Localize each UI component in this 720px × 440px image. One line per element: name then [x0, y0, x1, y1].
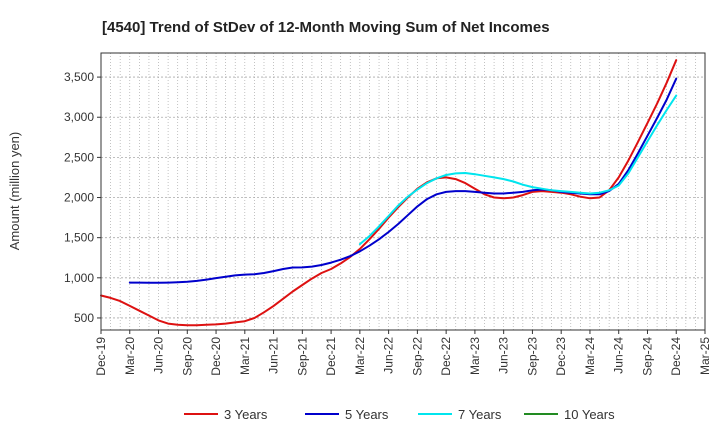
y-tick-labels: 500 1,000 1,500 2,000 2,500 3,000 3,500: [64, 70, 101, 325]
x-tick-label: Sep-24: [640, 337, 654, 376]
series-group: [100, 59, 678, 327]
x-tick-label: Sep-23: [525, 337, 539, 376]
x-tick-label: Dec-20: [209, 337, 223, 376]
series-line-7-years: [358, 94, 678, 246]
legend-item: 5 Years: [305, 407, 389, 422]
y-tick-label: 2,500: [64, 150, 94, 164]
legend-label: 10 Years: [564, 407, 615, 422]
x-tick-label: Mar-22: [353, 337, 367, 375]
x-tick-label: Sep-22: [410, 337, 424, 376]
x-tick-label: Mar-24: [583, 337, 597, 375]
legend-label: 7 Years: [458, 407, 502, 422]
legend-label: 3 Years: [224, 407, 268, 422]
x-tick-label: Mar-23: [468, 337, 482, 375]
y-tick-label: 1,500: [64, 231, 94, 245]
legend-item: 3 Years: [184, 407, 268, 422]
x-tick-label: Dec-22: [439, 337, 453, 376]
x-tick-labels: Dec-19 Mar-20 Jun-20 Sep-20 Dec-20 Mar-21 Jun-…: [94, 330, 712, 376]
y-tick-label: 3,500: [64, 70, 94, 84]
x-tick-label: Dec-21: [324, 337, 338, 376]
x-tick-label: Mar-25: [698, 337, 712, 375]
x-tick-label: Dec-24: [669, 337, 683, 376]
legend-item: 7 Years: [418, 407, 502, 422]
y-tick-label: 1,000: [64, 271, 94, 285]
y-tick-label: 2,000: [64, 191, 94, 205]
x-tick-label: Sep-21: [295, 337, 309, 376]
legend-item: 10 Years: [524, 407, 615, 422]
chart-title: [4540] Trend of StDev of 12-Month Moving…: [102, 19, 550, 36]
x-tick-label: Jun-21: [267, 337, 281, 374]
x-tick-label: Jun-24: [612, 337, 626, 374]
x-tick-label: Mar-20: [123, 337, 137, 375]
plot-border: [100, 52, 706, 331]
plot-area: [101, 53, 705, 330]
legend-label: 5 Years: [345, 407, 389, 422]
x-tick-label: Jun-23: [497, 337, 511, 374]
x-tick-label: Sep-20: [180, 337, 194, 376]
x-tick-label: Dec-23: [554, 337, 568, 376]
y-axis-label: Amount (million yen): [7, 132, 22, 251]
y-tick-label: 3,000: [64, 110, 94, 124]
series-line-3-years: [100, 59, 678, 327]
y-tick-label: 500: [74, 311, 94, 325]
legend: 3 Years 5 Years 7 Years 10 Years: [184, 407, 615, 422]
x-tick-label: Jun-20: [152, 337, 166, 374]
x-tick-label: Dec-19: [94, 337, 108, 376]
x-tick-label: Mar-21: [238, 337, 252, 375]
x-tick-label: Jun-22: [382, 337, 396, 374]
